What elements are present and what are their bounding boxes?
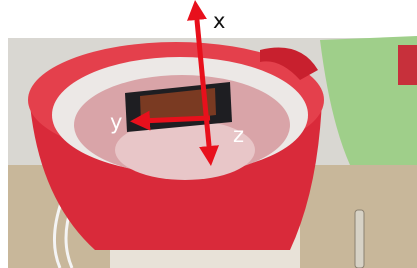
red-object (398, 45, 417, 85)
axis-label: y (110, 110, 122, 134)
axis-arrow (140, 118, 210, 121)
axis-label: z (233, 123, 244, 147)
photo: x y z (0, 0, 417, 268)
pen (355, 210, 364, 268)
page: x y z (() => { const data = JSON.parse(d… (0, 0, 417, 268)
top-margin (0, 0, 417, 40)
axis-label: x (213, 9, 225, 33)
